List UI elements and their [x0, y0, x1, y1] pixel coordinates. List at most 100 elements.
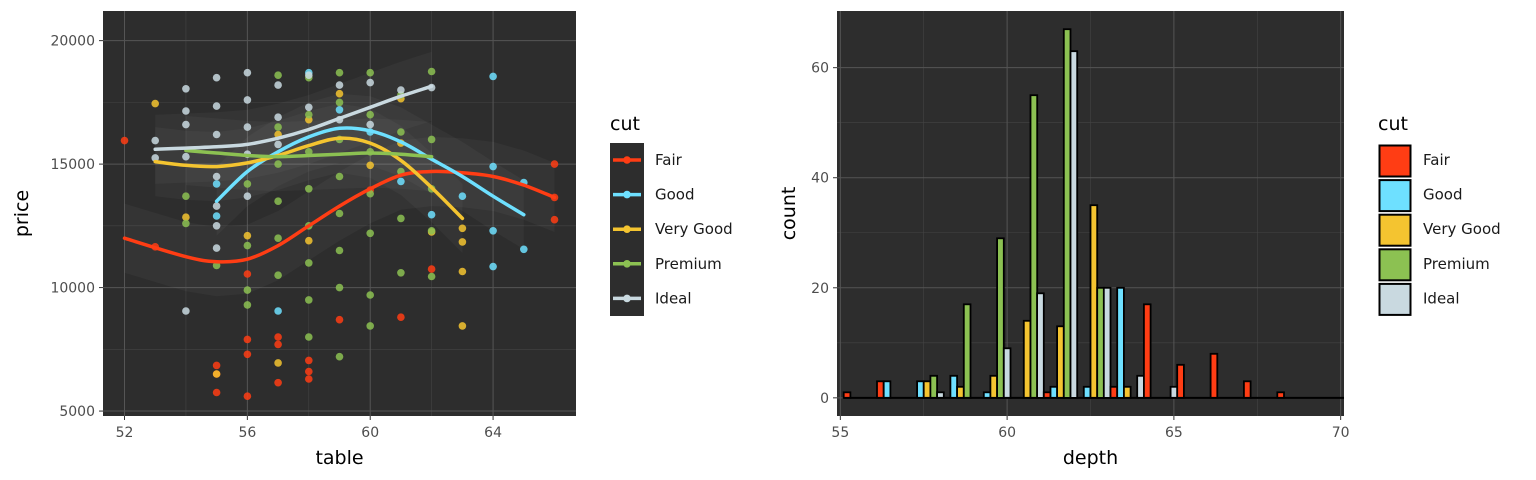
- point-premium: [397, 128, 405, 136]
- right-x-tick-label: 70: [1332, 425, 1350, 441]
- point-fair: [305, 375, 313, 383]
- point-premium: [182, 192, 190, 200]
- right-axis-ticks: 55 60 65 70 0 20 40 60: [811, 61, 1349, 441]
- point-premium: [335, 246, 344, 255]
- left-legend-label-fair: Fair: [655, 151, 683, 169]
- point-good: [212, 180, 221, 188]
- bar-very-good: [1123, 385, 1132, 399]
- point-premium: [366, 291, 375, 299]
- point-premium: [305, 296, 313, 304]
- bar-very-good: [922, 380, 932, 399]
- left-legend-label-good: Good: [655, 186, 695, 204]
- point-premium: [274, 71, 282, 79]
- smooth-line-fair: [122, 169, 557, 264]
- left-y-tick-label: 15000: [50, 157, 95, 173]
- bar-premium: [1096, 286, 1105, 399]
- bar-very-good: [1056, 325, 1065, 399]
- point-premium: [305, 110, 313, 119]
- left-x-axis-title: table: [315, 447, 363, 469]
- right-legend-label-premium: Premium: [1423, 255, 1490, 273]
- point-premium: [366, 229, 375, 238]
- right-legend-key-ideal: [1378, 282, 1412, 316]
- point-premium: [366, 322, 375, 330]
- point-premium: [305, 259, 313, 267]
- right-legend-label-fair: Fair: [1423, 151, 1451, 169]
- point-ideal: [182, 152, 190, 161]
- bar-very-good: [989, 374, 999, 399]
- right-legend: cut Fair Good Very Good Premium Ideal: [1378, 113, 1501, 316]
- left-legend: cut Fair Good Very Good Premium Ideal: [610, 113, 733, 316]
- bar-good: [916, 380, 925, 399]
- point-very-good: [274, 359, 282, 367]
- bar-good: [1082, 385, 1092, 399]
- point-ideal: [182, 120, 190, 129]
- bar-fair: [1143, 303, 1152, 399]
- point-ideal: [274, 140, 282, 149]
- point-fair: [212, 388, 221, 397]
- bar-very-good: [956, 385, 965, 399]
- bar-ideal: [1169, 385, 1179, 399]
- point-premium: [397, 214, 405, 223]
- point-fair: [243, 350, 252, 359]
- bar-premium: [996, 237, 1005, 399]
- point-good: [520, 245, 528, 254]
- left-axis-ticks: 52 56 60 64 5000 10000 15000 20000: [50, 34, 502, 441]
- point-ideal: [212, 222, 221, 230]
- left-legend-key-point-ideal: [623, 294, 631, 303]
- bar-very-good: [1089, 204, 1099, 399]
- point-premium: [305, 333, 313, 341]
- point-fair: [550, 215, 559, 224]
- point-premium: [427, 135, 436, 144]
- point-fair: [243, 335, 252, 344]
- point-premium: [243, 286, 252, 294]
- point-ideal: [305, 103, 313, 112]
- point-premium: [182, 219, 190, 228]
- bar-fair: [1176, 363, 1185, 399]
- right-legend-title: cut: [1378, 113, 1408, 135]
- right-legend-key-very-good: [1378, 213, 1412, 247]
- point-very-good: [458, 267, 467, 276]
- point-ideal: [305, 71, 313, 79]
- point-fair: [427, 265, 436, 273]
- smooth-line-very-good: [153, 136, 465, 221]
- point-very-good: [182, 213, 190, 221]
- bar-premium: [1029, 94, 1039, 399]
- point-premium: [274, 123, 282, 131]
- bar-good: [949, 374, 959, 399]
- bar-fair: [842, 391, 852, 399]
- point-fair: [550, 160, 559, 168]
- point-good: [489, 162, 497, 171]
- point-premium: [366, 189, 375, 198]
- point-fair: [397, 313, 405, 322]
- bar-fair: [1042, 391, 1052, 399]
- point-ideal: [212, 73, 221, 82]
- left-x-tick-label: 52: [116, 425, 134, 441]
- point-premium: [335, 98, 344, 107]
- point-premium: [335, 283, 344, 292]
- point-premium: [274, 271, 282, 280]
- left-legend-title: cut: [610, 113, 640, 135]
- point-fair: [212, 361, 221, 370]
- bar-premium: [929, 374, 939, 399]
- point-fair: [305, 367, 313, 376]
- point-ideal: [243, 96, 252, 104]
- point-premium: [366, 110, 375, 119]
- right-legend-label-good: Good: [1423, 186, 1463, 204]
- bar-fair: [1209, 352, 1219, 399]
- right-x-tick-label: 65: [1165, 425, 1183, 441]
- point-ideal: [212, 102, 221, 110]
- bar-premium: [962, 303, 972, 399]
- left-y-tick-label: 5000: [59, 404, 95, 420]
- point-good: [427, 210, 436, 219]
- bar-good: [1116, 286, 1125, 399]
- point-very-good: [366, 161, 375, 170]
- bar-fair: [876, 380, 885, 399]
- point-good: [274, 307, 282, 315]
- point-very-good: [305, 236, 313, 245]
- left-legend-label-very-good: Very Good: [655, 220, 733, 238]
- point-very-good: [458, 224, 467, 233]
- bar-ideal: [1102, 286, 1112, 399]
- point-ideal: [366, 120, 375, 129]
- right-legend-label-ideal: Ideal: [1423, 289, 1460, 307]
